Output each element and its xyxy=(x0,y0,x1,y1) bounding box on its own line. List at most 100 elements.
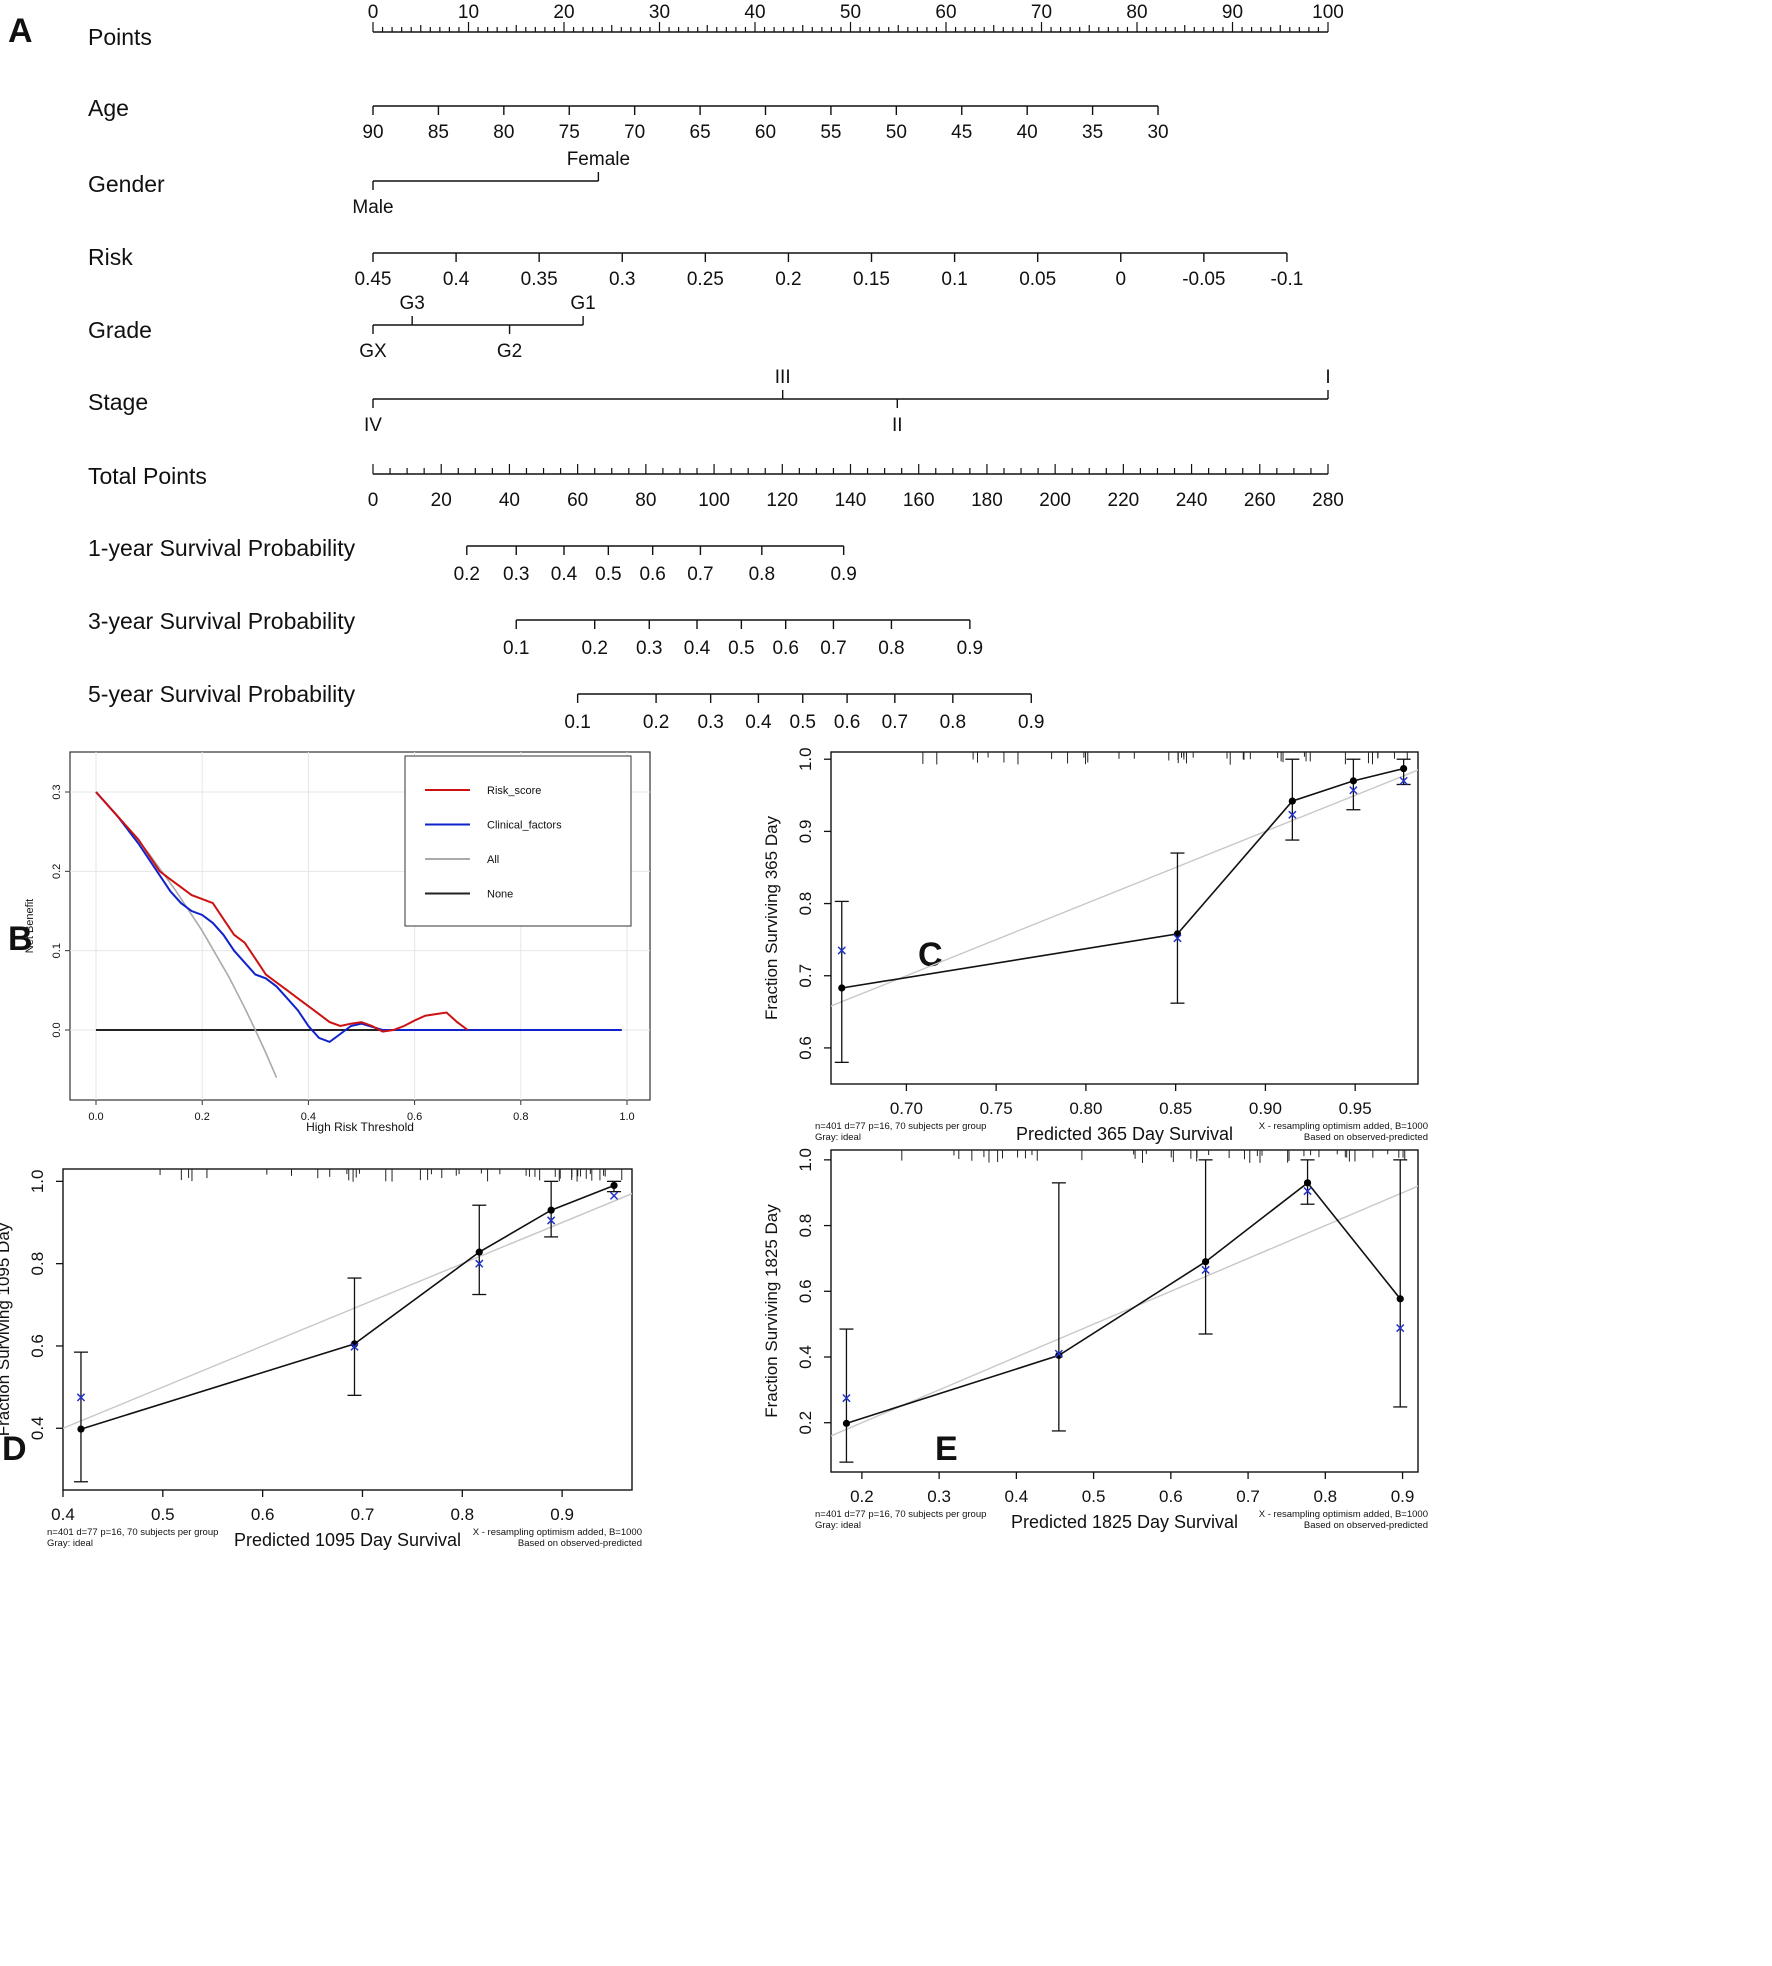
calibration-corrected-marker xyxy=(837,946,846,955)
calibration-corrected-stroke xyxy=(609,1191,619,1200)
scale-tick-label: Female xyxy=(567,149,630,170)
probability-tick-label: 0.9 xyxy=(1018,712,1044,733)
calibration-corrected-marker xyxy=(842,1393,851,1403)
probability-tick-label: 0.4 xyxy=(745,712,772,733)
calibration-note-left: n=401 d=77 p=16, 70 subjects per group xyxy=(815,1509,986,1520)
calibration-corrected-stroke xyxy=(1054,1349,1063,1358)
dca-legend-label: All xyxy=(487,854,499,866)
dca-y-tick-label: 0.1 xyxy=(51,943,63,958)
calibration-corrected-marker xyxy=(1173,934,1182,943)
calibration-corrected-marker xyxy=(547,1216,556,1225)
calibration-corrected-stroke xyxy=(1173,934,1182,943)
scale-label: Stage xyxy=(88,389,148,415)
calibration-note-left: n=401 d=77 p=16, 70 subjects per group xyxy=(815,1121,986,1132)
calibration-corrected-marker xyxy=(1201,1265,1210,1275)
points-tick-label: 40 xyxy=(744,2,765,23)
probability-tick-label: 0.8 xyxy=(940,712,966,733)
probability-tick-label: 0.9 xyxy=(830,564,856,585)
scale-tick-label: 0.1 xyxy=(941,269,967,290)
scale-label: Age xyxy=(88,95,129,121)
calibration-ideal-line xyxy=(831,1185,1418,1437)
scale-tick-label: IV xyxy=(364,415,382,436)
points-tick-label: 60 xyxy=(935,2,956,23)
calibration-1095-panel: 0.4 0.5 0.6 0.7 0.8 0.9 0.4 0.6 0.8 1.0 Predicted … xyxy=(0,1168,642,1550)
scale-tick-label: G1 xyxy=(570,293,595,314)
points-tick-label: 20 xyxy=(553,2,574,23)
calibration-y-tick-label: 0.2 xyxy=(796,1411,815,1435)
dca-y-tick-label: 0.3 xyxy=(51,784,63,799)
calibration-note-right: X - resampling optimism added, B=1000 xyxy=(1259,1509,1428,1520)
scale-tick-label: 30 xyxy=(1147,122,1168,143)
total-points-tick-label: 140 xyxy=(835,490,867,511)
calibration-note-right: Based on observed-predicted xyxy=(518,1538,642,1549)
calibration-note-right: Based on observed-predicted xyxy=(1304,1132,1428,1143)
calibration-corrected-stroke xyxy=(842,1393,851,1403)
calibration-y-tick-label: 1.0 xyxy=(28,1170,47,1194)
calibration-x-tick-label: 0.4 xyxy=(1005,1487,1029,1506)
calibration-x-tick-label: 0.5 xyxy=(151,1505,175,1524)
calibration-x-axis-label: Predicted 365 Day Survival xyxy=(1016,1124,1233,1144)
total-points-tick-label: 120 xyxy=(766,490,798,511)
scale-tick-label: 35 xyxy=(1082,122,1103,143)
probability-tick-label: 0.8 xyxy=(878,638,904,659)
scale-tick-label: 65 xyxy=(690,122,711,143)
scale-label: 3-year Survival Probability xyxy=(88,608,356,634)
scale-tick-label: 0.35 xyxy=(521,269,558,290)
calibration-corrected-stroke xyxy=(1303,1186,1312,1196)
calibration-y-tick-label: 0.6 xyxy=(28,1334,47,1358)
calibration-x-tick-label: 0.2 xyxy=(850,1487,874,1506)
probability-tick-label: 0.9 xyxy=(957,638,983,659)
calibration-corrected-marker xyxy=(350,1342,359,1351)
calibration-ideal-line xyxy=(63,1192,632,1430)
scale-tick-label: GX xyxy=(359,341,387,362)
dca-legend-label: Clinical_factors xyxy=(487,820,562,832)
dca-x-tick-label: 1.0 xyxy=(619,1111,634,1123)
calibration-x-tick-label: 0.7 xyxy=(1236,1487,1260,1506)
calibration-x-tick-label: 0.5 xyxy=(1082,1487,1106,1506)
points-tick-label: 90 xyxy=(1222,2,1243,23)
probability-tick-label: 0.7 xyxy=(820,638,846,659)
calibration-y-tick-label: 0.8 xyxy=(28,1252,47,1276)
calibration-corrected-stroke xyxy=(76,1393,86,1402)
scale-tick-label: 75 xyxy=(559,122,580,143)
scale-tick-label: 0.15 xyxy=(853,269,890,290)
probability-tick-label: 0.5 xyxy=(790,712,816,733)
panel-letter-d: D xyxy=(2,1430,27,1468)
scale-tick-label: G3 xyxy=(399,293,424,314)
calibration-x-tick-label: 0.3 xyxy=(927,1487,951,1506)
calibration-corrected-marker xyxy=(1396,1323,1405,1333)
scale-tick-label: 90 xyxy=(362,122,383,143)
calibration-x-tick-label: 0.9 xyxy=(550,1505,574,1524)
scale-tick-label: 40 xyxy=(1017,122,1038,143)
calibration-x-tick-label: 0.70 xyxy=(890,1099,923,1118)
calibration-observed-point xyxy=(77,1425,85,1433)
calibration-observed-point xyxy=(475,1248,483,1256)
panel-letter-b: B xyxy=(8,920,33,958)
scale-tick-label: -0.05 xyxy=(1182,269,1225,290)
calibration-x-tick-label: 0.75 xyxy=(980,1099,1013,1118)
scale-tick-label: I xyxy=(1325,367,1330,388)
calibration-y-tick-label: 0.4 xyxy=(796,1345,815,1369)
decision-curve-panel: 0.0 0.2 0.4 0.6 0.8 1.0 0.0 0.1 0.2 0.3 High Risk … xyxy=(24,751,651,1134)
total-points-tick-label: 80 xyxy=(635,490,656,511)
calibration-corrected-marker xyxy=(475,1259,484,1268)
calibration-x-tick-label: 0.6 xyxy=(1159,1487,1183,1506)
calibration-x-tick-label: 0.90 xyxy=(1249,1099,1282,1118)
calibration-x-tick-label: 0.8 xyxy=(450,1505,474,1524)
calibration-observed-point xyxy=(1201,1258,1210,1266)
calibration-corrected-stroke xyxy=(1349,786,1358,795)
dca-x-tick-label: 0.0 xyxy=(88,1111,103,1123)
scale-tick-label: 60 xyxy=(755,122,776,143)
dca-x-tick-label: 0.6 xyxy=(407,1111,422,1123)
calibration-note-left: Gray: ideal xyxy=(815,1132,861,1143)
scale-tick-label: G2 xyxy=(497,341,522,362)
panel-letter-e: E xyxy=(935,1430,958,1468)
calibration-x-tick-label: 0.95 xyxy=(1339,1099,1372,1118)
probability-tick-label: 0.1 xyxy=(564,712,590,733)
calibration-y-tick-label: 0.6 xyxy=(796,1036,815,1060)
calibration-corrected-stroke xyxy=(1396,1323,1405,1333)
total-points-tick-label: 280 xyxy=(1312,490,1344,511)
calibration-x-axis-label: Predicted 1095 Day Survival xyxy=(234,1530,461,1550)
calibration-note-left: Gray: ideal xyxy=(815,1520,861,1531)
